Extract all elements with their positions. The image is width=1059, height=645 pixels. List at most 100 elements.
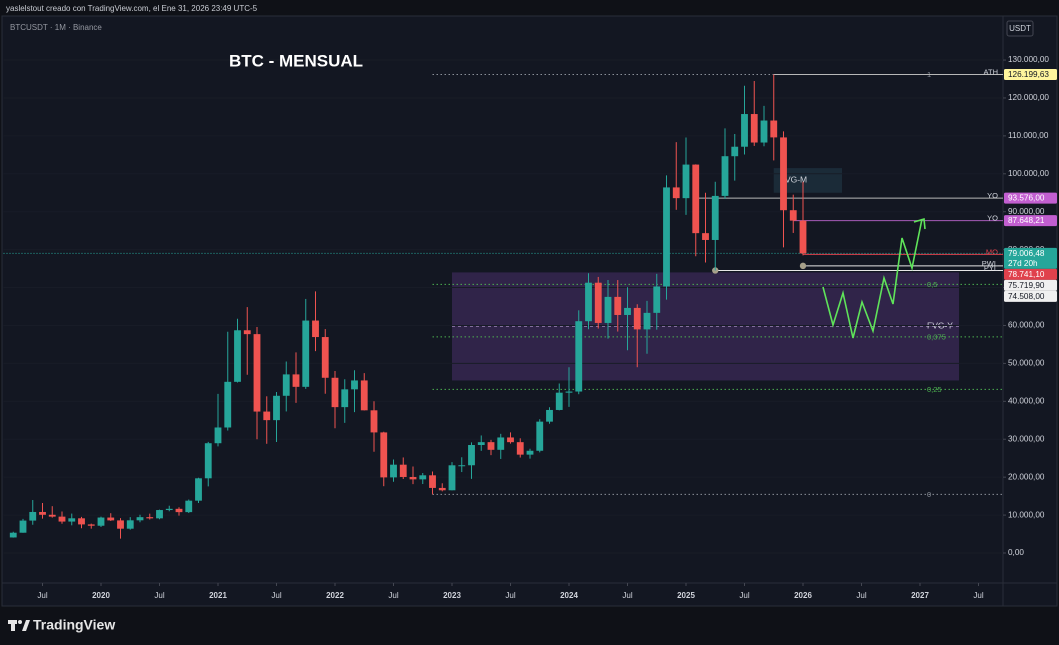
brand: TradingView	[33, 617, 115, 633]
x-tick-label: 2027	[911, 591, 929, 600]
candle-body	[721, 156, 729, 196]
x-tick-label: 2023	[443, 591, 461, 600]
candle-body	[692, 164, 700, 234]
y-tick-label: 110.000,00	[1008, 131, 1049, 140]
candle-body	[312, 320, 319, 338]
price-tag-label: 78.741,10	[1008, 270, 1045, 279]
price-tag	[1004, 68, 1057, 80]
candle-body	[9, 532, 17, 538]
candle-body	[789, 210, 797, 221]
candles-layer	[9, 74, 807, 539]
candle-body	[253, 334, 261, 412]
level-name: PWL	[982, 259, 998, 268]
candle-body	[351, 380, 358, 390]
fib-label: 0,375	[927, 332, 946, 341]
caption: yaslelstout creado con TradingView.com, …	[6, 4, 258, 13]
candle-body	[633, 307, 641, 330]
y-tick-label: 50.000,00	[1008, 359, 1045, 368]
level-name: YO	[987, 191, 998, 200]
price-tag-label: 75.719,90	[1008, 281, 1045, 290]
candle-body	[243, 330, 251, 335]
y-tick-label: 100.000,00	[1008, 169, 1049, 178]
x-tick-label: Jul	[973, 591, 983, 600]
x-tick-label: Jul	[388, 591, 398, 600]
x-tick-label: Jul	[37, 591, 47, 600]
price-tag	[1004, 247, 1057, 269]
x-tick-label: Jul	[271, 591, 281, 600]
candle-body	[48, 514, 56, 517]
candle-body	[702, 233, 709, 240]
candle-body	[565, 391, 573, 393]
price-tag-label: 87.648,21	[1008, 216, 1045, 225]
candle-body	[604, 296, 612, 323]
price-tag-label: 93.576,00	[1008, 194, 1045, 203]
candle-body	[78, 518, 85, 525]
candle-body	[682, 164, 690, 199]
candle-body	[156, 510, 163, 519]
candle-body	[282, 374, 290, 396]
candle-body	[711, 195, 719, 240]
candle-body	[448, 465, 456, 491]
candle-body	[292, 374, 300, 387]
candle-body	[429, 475, 436, 488]
candle-body	[770, 120, 778, 138]
logo-dot	[18, 620, 22, 624]
candle-body	[68, 518, 76, 522]
x-tick-label: 2025	[677, 591, 695, 600]
brand-logo	[8, 620, 30, 631]
price-tag	[1004, 192, 1057, 204]
projection-arrowhead	[913, 217, 926, 230]
candle-body	[136, 517, 144, 521]
x-tick-label: 2022	[326, 591, 344, 600]
fib-label: 0,5	[927, 280, 937, 289]
candle-body	[273, 395, 280, 421]
candle-body	[331, 377, 339, 408]
candle-body	[750, 114, 758, 143]
candle-body	[555, 392, 563, 410]
projection-path	[822, 218, 923, 339]
y-tick-label: 0,00	[1008, 548, 1024, 557]
candle-body	[126, 520, 134, 529]
candle-body	[760, 120, 768, 143]
y-tick-label: 90.000,00	[1008, 207, 1045, 216]
y-tick-label: 20.000,00	[1008, 472, 1045, 481]
candle-body	[507, 437, 514, 443]
price-tag-label: 79.006,48	[1008, 249, 1045, 258]
candle-body	[477, 442, 485, 446]
candle-body	[516, 442, 524, 455]
x-tick-label: Jul	[154, 591, 164, 600]
candle-body	[341, 389, 349, 408]
candle-body	[458, 465, 466, 467]
candle-body	[409, 476, 417, 480]
grid-layer	[3, 59, 1003, 554]
tags-layer: 126.199,63 93.576,00 87.648,21 79.006,4827d…	[1004, 68, 1057, 302]
level-name: MO	[986, 247, 998, 256]
candle-body	[321, 337, 329, 378]
candle-body	[438, 487, 446, 491]
candle-body	[799, 220, 807, 254]
candle-body	[117, 520, 124, 529]
currency-box	[1006, 20, 1034, 37]
x-tick-label: 2024	[560, 591, 578, 600]
candle-body	[731, 146, 739, 157]
candle-body	[546, 409, 553, 422]
candle-body	[146, 517, 154, 519]
candle-body	[370, 410, 378, 433]
level-anchor	[799, 262, 807, 270]
candle-body	[204, 443, 212, 479]
price-tag-label: 27d 20h	[1008, 259, 1038, 268]
candle-body	[536, 421, 544, 451]
candle-body	[39, 511, 46, 515]
candle-body	[468, 445, 475, 466]
candle-body	[653, 286, 661, 313]
candle-body	[399, 464, 407, 477]
candle-body	[234, 330, 241, 382]
candle-body	[87, 524, 95, 526]
price-tag-label: 126.199,63	[1008, 70, 1049, 79]
candle-body	[165, 508, 173, 511]
x-tick-label: 2021	[209, 591, 227, 600]
x-tick-label: Jul	[505, 591, 515, 600]
candle-body	[29, 511, 37, 521]
candle-body	[780, 137, 787, 211]
level-name: ATH	[984, 67, 998, 76]
